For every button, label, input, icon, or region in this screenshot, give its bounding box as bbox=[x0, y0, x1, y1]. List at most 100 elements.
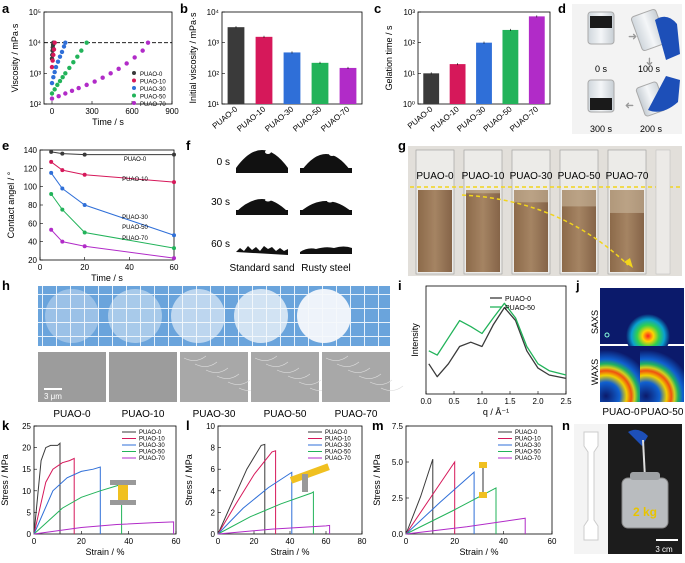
x-tick-label: 900 bbox=[165, 107, 179, 116]
data-point bbox=[67, 65, 72, 71]
series-line bbox=[405, 458, 434, 535]
series-line bbox=[33, 466, 101, 535]
x-tick-label: 2.5 bbox=[560, 397, 572, 406]
x-tick-label: 60 bbox=[170, 263, 179, 272]
data-point bbox=[82, 172, 87, 177]
series-line bbox=[33, 521, 175, 535]
legend-label: PUAO-10 bbox=[139, 437, 165, 443]
plot-frame bbox=[405, 425, 553, 535]
x-tick-label: 1.0 bbox=[476, 397, 488, 406]
data-point bbox=[57, 78, 63, 84]
legend-label: PUAO-50 bbox=[515, 450, 541, 456]
row-label-saxs: SAXS bbox=[590, 310, 600, 334]
data-point bbox=[49, 91, 55, 96]
data-point bbox=[52, 87, 57, 92]
panel-letter-l: l bbox=[186, 418, 190, 433]
arrow-down-icon: ➜ bbox=[643, 57, 655, 66]
y-tick-label: 10¹ bbox=[207, 100, 219, 109]
series-line bbox=[33, 483, 123, 535]
x-tick-label: 60 bbox=[548, 537, 557, 546]
panel-letter-m: m bbox=[372, 418, 384, 433]
x-tick-label: 0 bbox=[216, 537, 221, 546]
data-point bbox=[172, 180, 176, 185]
sample-label: PUAO-30 bbox=[193, 409, 236, 420]
sem-texture bbox=[276, 367, 300, 373]
data-point bbox=[63, 71, 68, 76]
series-line bbox=[51, 151, 174, 156]
sem-texture bbox=[369, 379, 393, 385]
series-label: PUAO-70 bbox=[122, 236, 148, 242]
x-tick-label: 0 bbox=[32, 537, 37, 546]
data-point bbox=[60, 74, 65, 80]
inset-compression-icon bbox=[110, 480, 136, 505]
y-tick-label: 10⁵ bbox=[29, 8, 41, 17]
panel-j-scattering-patterns: SAXS WAXS PUAO-0 PUAO-50 bbox=[590, 288, 684, 418]
panel-letter-i: i bbox=[398, 278, 402, 293]
data-point bbox=[51, 47, 57, 52]
sem-texture bbox=[298, 379, 322, 385]
y-axis-label: Intensity bbox=[410, 323, 420, 357]
bar bbox=[423, 73, 440, 104]
series-label: PUAO-0 bbox=[124, 157, 147, 163]
time-label-300s: 300 s bbox=[590, 124, 613, 134]
y-tick-label: 10⁴ bbox=[207, 8, 220, 17]
y-tick-label: 140 bbox=[24, 146, 38, 155]
series-line bbox=[217, 471, 293, 535]
x-tick-label: 80 bbox=[358, 537, 367, 546]
legend-label: PUAO-30 bbox=[140, 87, 166, 93]
data-point bbox=[63, 40, 68, 45]
droplet-sand-0s bbox=[236, 150, 288, 170]
bar bbox=[255, 36, 273, 104]
series-line bbox=[405, 517, 526, 535]
sem-texture bbox=[205, 367, 229, 373]
series-label: PUAO-50 bbox=[122, 225, 148, 231]
plot-frame bbox=[43, 11, 173, 105]
series-line bbox=[217, 443, 266, 535]
x-tick-label: 300 bbox=[85, 107, 99, 116]
x-tick-label: 600 bbox=[125, 107, 139, 116]
sample-label: PUAO-50 bbox=[558, 171, 601, 182]
data-point bbox=[53, 64, 59, 70]
y-tick-label: 10 bbox=[22, 487, 31, 496]
legend-label: PUAO-30 bbox=[325, 443, 351, 449]
unpenetrated-zone bbox=[562, 190, 596, 207]
data-point bbox=[55, 59, 61, 64]
x-tick-label: 20 bbox=[80, 263, 89, 272]
x-tick-label: 20 bbox=[250, 537, 259, 546]
y-axis-label: Stress / MPa bbox=[184, 454, 194, 506]
y-tick-label: 10² bbox=[207, 69, 219, 78]
data-point bbox=[49, 170, 54, 175]
time-label-200s: 200 s bbox=[640, 124, 663, 134]
data-point bbox=[49, 227, 54, 232]
series-label: PUAO-10 bbox=[122, 177, 148, 183]
droplet-time-30s: 30 s bbox=[211, 197, 230, 208]
panel-letter-f: f bbox=[186, 138, 191, 153]
legend-marker bbox=[132, 93, 136, 98]
panel-d-photos: 0 s 100 s ➜ ➜ ➜ 300 s 200 s bbox=[572, 4, 682, 134]
y-tick-label: 100 bbox=[24, 183, 38, 192]
bar bbox=[502, 29, 519, 104]
film-disc bbox=[234, 289, 288, 343]
x-tick-label: 60 bbox=[322, 537, 331, 546]
penetration-trend-line bbox=[461, 194, 629, 266]
bar bbox=[449, 64, 466, 104]
sample-label: PUAO-10 bbox=[462, 171, 505, 182]
y-axis-label: Stress / MPa bbox=[372, 454, 382, 506]
y-tick-label: 8 bbox=[211, 444, 216, 453]
sem-texture bbox=[227, 379, 251, 385]
panel-letter-d: d bbox=[558, 1, 566, 16]
series-line bbox=[217, 450, 277, 535]
inset-tensile-icon bbox=[479, 462, 487, 498]
chart-k-stress-strain: Stress / MPa Strain / % 0 5 10 15 20 25 0 20 40 60 P… bbox=[0, 422, 181, 557]
x-axis-label: Strain / % bbox=[270, 547, 309, 557]
legend-label: PUAO-10 bbox=[140, 80, 166, 86]
unpenetrated-zone bbox=[514, 190, 548, 203]
droplet-time-60s: 60 s bbox=[211, 239, 230, 250]
y-tick-label: 5.0 bbox=[392, 458, 404, 467]
x-axis-label: Time / s bbox=[91, 273, 123, 283]
sem-texture bbox=[347, 367, 371, 373]
data-point bbox=[49, 192, 54, 196]
sem-image bbox=[180, 352, 248, 402]
data-point bbox=[60, 186, 65, 191]
